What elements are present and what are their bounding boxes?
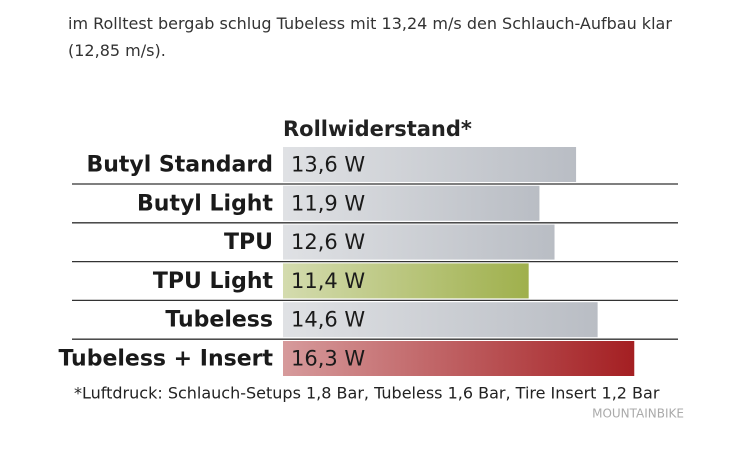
bar: [283, 224, 555, 260]
article-paragraph: im Rolltest bergab schlug Tubeless mit 1…: [68, 14, 672, 60]
category-label: Butyl Light: [137, 191, 273, 216]
bar: [283, 302, 598, 338]
value-label: 13,6 W: [291, 153, 365, 177]
bar: [283, 147, 577, 182]
bar: [283, 185, 540, 221]
category-label: TPU Light: [153, 269, 274, 294]
category-label: Tubeless + Insert: [58, 347, 273, 372]
value-label: 14,6 W: [291, 308, 365, 332]
bar: [283, 263, 529, 299]
category-label: TPU: [224, 230, 273, 255]
footnote: *Luftdruck: Schlauch-Setups 1,8 Bar, Tub…: [74, 384, 660, 403]
chart-title: Rollwiderstand*: [283, 117, 472, 141]
category-label: Tubeless: [165, 308, 273, 333]
category-label: Butyl Standard: [86, 153, 273, 178]
bar: [283, 341, 635, 376]
value-label: 11,4 W: [291, 269, 365, 293]
value-label: 11,9 W: [291, 191, 365, 215]
source: MOUNTAINBIKE: [592, 407, 684, 421]
value-label: 12,6 W: [291, 230, 365, 254]
value-label: 16,3 W: [291, 347, 365, 371]
